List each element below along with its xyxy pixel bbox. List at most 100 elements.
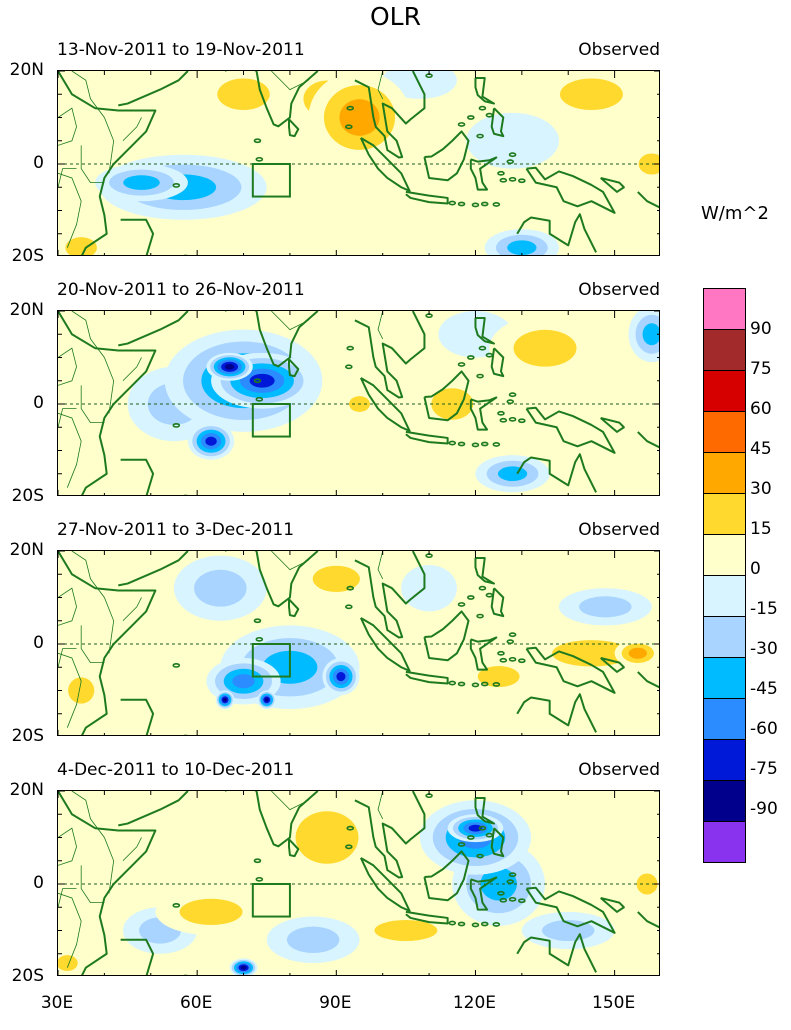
coastline	[287, 358, 300, 378]
olr-contour-region	[58, 955, 78, 971]
island	[345, 124, 353, 130]
island	[508, 896, 517, 902]
coastline	[58, 71, 157, 255]
olr-contour-region	[217, 78, 270, 111]
coastline	[474, 316, 496, 345]
country-border	[58, 168, 77, 188]
coastline	[423, 850, 470, 902]
coastline	[354, 551, 426, 639]
colorbar-label: 60	[750, 399, 772, 419]
longitude-tick-label: 30E	[40, 993, 74, 1013]
island	[346, 585, 355, 591]
coastline	[354, 311, 426, 399]
olr-contour-region	[68, 677, 95, 704]
country-border	[377, 551, 384, 580]
island	[508, 392, 517, 398]
olr-contour-region	[401, 564, 457, 612]
olr-contour-region	[559, 78, 623, 111]
island	[518, 178, 526, 184]
coastline	[423, 130, 470, 182]
olr-contour-region	[374, 919, 438, 942]
coastline	[423, 370, 470, 422]
island	[508, 416, 517, 422]
colorbar-label: 90	[750, 319, 772, 339]
latitude-tick-label: 20N	[9, 540, 44, 560]
olr-contour-region	[477, 666, 520, 688]
island	[253, 138, 262, 144]
coastline	[359, 857, 411, 912]
island	[485, 352, 494, 358]
island	[255, 156, 264, 162]
coastline	[120, 698, 155, 735]
country-border	[58, 888, 77, 908]
panel-observed-label: Observed	[578, 760, 660, 780]
island	[172, 182, 181, 188]
island	[485, 112, 494, 118]
coastline	[118, 71, 189, 107]
coastline	[118, 551, 189, 587]
island	[480, 441, 489, 447]
coastline	[359, 137, 411, 192]
country-border	[80, 385, 105, 423]
coastline	[600, 416, 625, 433]
colorbar-swatch	[703, 370, 746, 411]
island	[471, 442, 480, 448]
island	[518, 898, 526, 904]
island	[506, 399, 515, 405]
island	[467, 115, 475, 120]
map-panel: 4-Dec-2011 to 10-Dec-2011 Observed 20N 0 20S	[0, 760, 680, 1030]
coastline	[474, 556, 496, 585]
panel-date-range: 4-Dec-2011 to 10-Dec-2011	[57, 760, 295, 780]
coastline	[120, 218, 155, 255]
island	[255, 636, 264, 642]
olr-contour-region	[179, 898, 243, 926]
island	[480, 921, 489, 927]
country-border	[58, 347, 77, 386]
island	[499, 897, 508, 903]
island	[448, 440, 457, 446]
island	[457, 921, 466, 927]
olr-contour-region	[286, 926, 340, 953]
olr-anomaly-map	[57, 70, 660, 256]
coastline	[405, 430, 449, 445]
island	[518, 418, 526, 424]
colorbar-label: -90	[750, 799, 778, 819]
island	[467, 595, 475, 600]
island	[448, 680, 457, 686]
olr-contour-region	[194, 569, 247, 607]
olr-contour-region	[339, 99, 380, 136]
country-border	[58, 412, 82, 488]
olr-contour-region	[312, 565, 360, 593]
coastline	[490, 827, 505, 858]
island	[457, 602, 466, 607]
olr-contour-region	[123, 175, 160, 190]
coastline	[469, 636, 498, 671]
country-border	[80, 625, 105, 663]
island	[183, 974, 188, 975]
country-border	[58, 172, 82, 248]
olr-contour-region	[295, 811, 359, 864]
coastline	[118, 791, 189, 827]
colorbar	[703, 288, 746, 863]
map-canvas	[58, 791, 659, 975]
coastline	[637, 431, 659, 449]
country-border	[122, 837, 142, 862]
colorbar-swatch	[703, 493, 746, 534]
coastline	[405, 670, 449, 685]
island	[497, 650, 505, 656]
island	[492, 682, 501, 687]
olr-contour-region	[249, 373, 275, 388]
colorbar-swatch	[703, 739, 746, 780]
island	[476, 133, 484, 139]
longitude-tick-label: 90E	[319, 993, 352, 1013]
island	[497, 410, 505, 416]
olr-contour-region	[240, 965, 247, 970]
latitude-tick-label: 0	[33, 153, 44, 173]
coastline	[224, 791, 319, 848]
colorbar-swatch	[703, 452, 746, 493]
map-panel: 27-Nov-2011 to 3-Dec-2011 Observed 20N 0 20S	[0, 520, 680, 790]
island	[345, 604, 353, 610]
island	[478, 105, 487, 111]
longitude-axis: 30E 60E 90E 120E 150E	[0, 993, 791, 1013]
latitude-tick-label: 0	[33, 633, 44, 653]
